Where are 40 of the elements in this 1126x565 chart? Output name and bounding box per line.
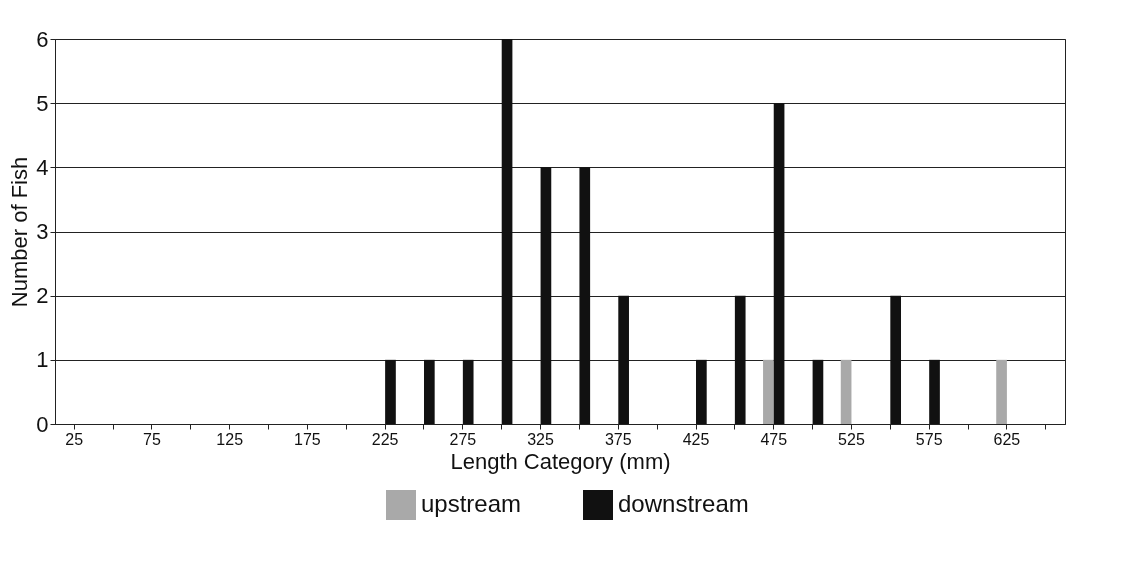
bar — [840, 359, 852, 424]
bar — [812, 359, 824, 424]
x-axis-title: Length Category (mm) — [450, 448, 671, 474]
bar — [540, 167, 552, 424]
y-tick-label: 2 — [36, 283, 49, 309]
bar — [929, 359, 940, 424]
y-axis-title: Number of Fish — [7, 156, 33, 308]
legend-label: upstream — [421, 490, 522, 517]
bar — [996, 359, 1007, 424]
x-tick-label: 575 — [915, 430, 943, 448]
bar — [579, 167, 591, 424]
bar — [423, 359, 435, 424]
x-tick-label: 625 — [993, 430, 1021, 448]
x-tick-label: 175 — [294, 430, 321, 448]
x-tick-label: 25 — [65, 430, 84, 448]
x-tick-label: 125 — [216, 430, 244, 448]
legend-label: downstream — [618, 490, 749, 517]
y-tick-label: 6 — [36, 26, 49, 52]
y-tick-label: 5 — [36, 90, 49, 116]
bar — [890, 295, 902, 424]
bar — [501, 39, 513, 424]
x-tick-label: 475 — [760, 430, 788, 448]
y-tick-label: 3 — [36, 219, 49, 244]
x-tick-label: 375 — [604, 430, 632, 448]
x-tick-label: 225 — [371, 430, 399, 448]
y-tick-label: 1 — [36, 347, 49, 373]
bar — [763, 359, 774, 424]
y-tick-label: 0 — [36, 411, 49, 437]
bar — [618, 295, 629, 424]
bar — [462, 359, 474, 424]
x-tick-label: 75 — [143, 430, 161, 448]
x-tick-label: 275 — [449, 430, 477, 448]
x-tick-label: 525 — [838, 430, 865, 448]
x-tick-label: 325 — [527, 430, 555, 448]
bar — [385, 359, 396, 424]
y-tick-label: 4 — [36, 154, 49, 180]
x-tick-label: 425 — [682, 430, 710, 448]
bar — [696, 359, 707, 424]
bar — [773, 103, 785, 424]
bar — [734, 295, 746, 424]
